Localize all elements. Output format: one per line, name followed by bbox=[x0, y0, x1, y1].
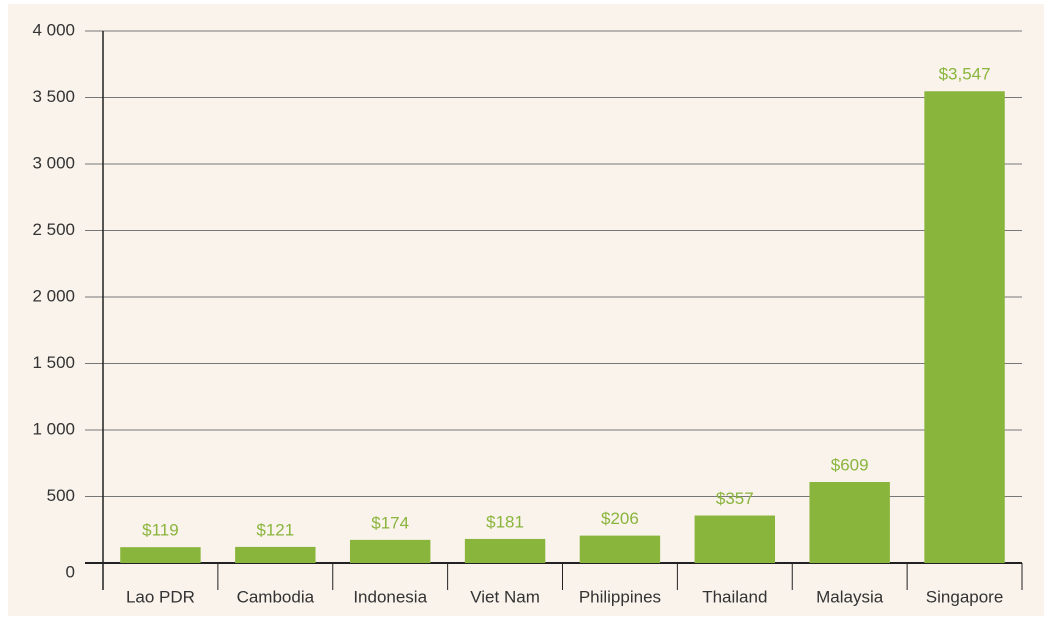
y-tick-label: 1 000 bbox=[32, 419, 75, 438]
value-label: $206 bbox=[601, 509, 639, 528]
x-tick-label: Philippines bbox=[579, 587, 661, 606]
x-tick-label: Viet Nam bbox=[470, 587, 540, 606]
value-label: $121 bbox=[256, 520, 294, 539]
bar bbox=[809, 482, 890, 563]
y-tick-label: 4 000 bbox=[32, 20, 75, 39]
y-tick-label: 2 000 bbox=[32, 286, 75, 305]
x-tick-label: Cambodia bbox=[237, 587, 315, 606]
x-tick-label: Malaysia bbox=[816, 587, 884, 606]
y-tick-label: 500 bbox=[47, 486, 75, 505]
y-tick-label: 1 500 bbox=[32, 353, 75, 372]
value-label: $181 bbox=[486, 512, 524, 531]
bar bbox=[924, 91, 1005, 564]
y-tick-label: 3 000 bbox=[32, 153, 75, 172]
x-tick-label: Singapore bbox=[926, 587, 1004, 606]
bar bbox=[464, 538, 546, 563]
y-tick-label: 3 500 bbox=[32, 87, 75, 106]
y-tick-label: 2 500 bbox=[32, 220, 75, 239]
x-tick-label: Indonesia bbox=[353, 587, 427, 606]
x-tick-label: Lao PDR bbox=[126, 587, 195, 606]
value-label: $174 bbox=[371, 513, 409, 532]
bar bbox=[694, 515, 776, 563]
bar bbox=[579, 535, 661, 563]
value-label: $357 bbox=[716, 489, 754, 508]
value-label: $119 bbox=[142, 521, 179, 540]
value-label: $609 bbox=[831, 455, 869, 474]
bar bbox=[235, 546, 316, 563]
bar bbox=[349, 539, 431, 563]
value-label: $3,547 bbox=[939, 65, 991, 84]
x-tick-label: Thailand bbox=[702, 587, 767, 606]
bar bbox=[120, 547, 201, 563]
y-tick-label: 0 bbox=[66, 562, 75, 581]
